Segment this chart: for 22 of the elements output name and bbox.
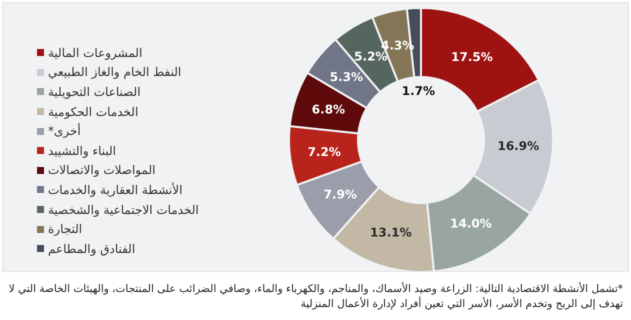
data-label: 5.2% <box>354 49 388 64</box>
data-label: 7.2% <box>308 144 341 159</box>
legend-label: المشروعات المالية <box>48 46 142 60</box>
legend-label: النفط الخام والغاز الطبيعي <box>48 65 182 80</box>
data-label: 5.3% <box>330 70 364 84</box>
legend-label: الخدمات الاجتماعية والشخصية <box>48 202 199 217</box>
legend-label: الفنادق والمطاعم <box>48 242 136 256</box>
legend-label: الخدمات الحكومية <box>48 104 138 119</box>
legend-label: أخرى* <box>48 124 81 138</box>
legend-label: المواصلات والاتصالات <box>48 163 156 178</box>
data-label: 6.8% <box>312 102 346 116</box>
data-label: 7.9% <box>324 188 357 202</box>
legend-label: التجارة <box>48 222 82 236</box>
legend-label: البناء والتشييد <box>48 144 116 158</box>
text: *تشمل الأنشطة الاقتصادية التالية: الزراعة وصيد الأسماك، والمناجم، والكهرباء والماء، وصافي الضرائب على المنتجات، والهيئات الخاصة التي لا تهدف إلى الربح وتخدم الأسر، الأسر التي تعين أفراد لإدارة الأعمال المنزلية <box>8 282 623 312</box>
data-label: 13.1% <box>370 226 412 240</box>
data-label: 1.7% <box>402 84 436 98</box>
legend-label: الصناعات التحويلية <box>48 84 141 99</box>
data-label: 17.5% <box>451 50 493 64</box>
data-label: 16.9% <box>497 138 540 153</box>
data-label: 14.0% <box>450 216 492 231</box>
legend-label: الأنشطة العقارية والخدمات <box>48 182 182 197</box>
